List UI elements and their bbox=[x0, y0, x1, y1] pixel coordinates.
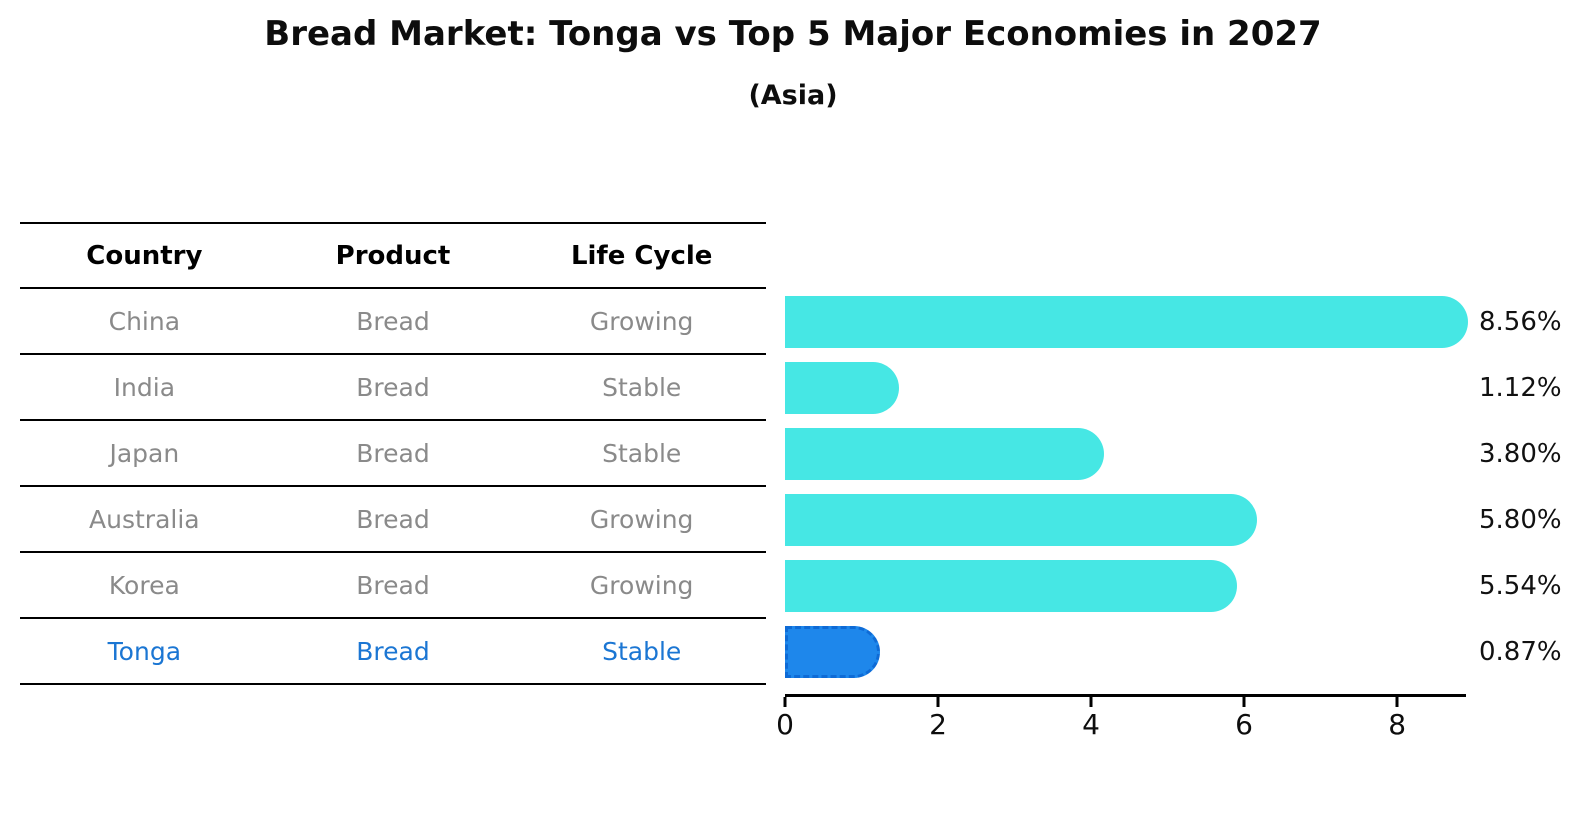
header-product: Product bbox=[335, 240, 451, 271]
x-axis-tick-label: 6 bbox=[1235, 708, 1254, 741]
cell-product: Bread bbox=[356, 372, 430, 402]
bar-value-label: 3.80% bbox=[1479, 439, 1562, 469]
header-life-cycle: Life Cycle bbox=[570, 240, 713, 271]
page-subtitle: (Asia) bbox=[748, 80, 838, 111]
cell-product: Bread bbox=[356, 438, 430, 468]
bar-row-india: 1.12% bbox=[785, 362, 1586, 414]
value-bar bbox=[785, 428, 1104, 480]
cell-country: China bbox=[108, 306, 181, 336]
bar-value-label: 1.12% bbox=[1479, 373, 1562, 403]
cell-country: Australia bbox=[89, 504, 200, 534]
page-title: Bread Market: Tonga vs Top 5 Major Econo… bbox=[264, 14, 1322, 54]
value-bar bbox=[785, 362, 899, 414]
bar-value-label: 5.54% bbox=[1479, 571, 1562, 601]
cell-life-cycle: Stable bbox=[602, 372, 682, 402]
bar-chart: 8.56% 1.12% 3.80% 5.80% 5.54% 0.87% 0 2 bbox=[776, 0, 1586, 823]
value-bar-highlight bbox=[785, 626, 880, 678]
x-axis-tick-label: 8 bbox=[1388, 708, 1407, 741]
cell-product: Bread bbox=[356, 570, 430, 600]
cell-country: India bbox=[113, 372, 176, 402]
table-row: Japan Bread Stable bbox=[20, 421, 766, 487]
bar-row-china: 8.56% bbox=[785, 296, 1586, 348]
x-axis-tick bbox=[936, 697, 940, 707]
table-row: Korea Bread Growing bbox=[20, 553, 766, 619]
x-axis-tick bbox=[783, 697, 787, 707]
cell-life-cycle: Stable bbox=[602, 636, 682, 666]
x-axis-line bbox=[785, 694, 1466, 697]
x-axis-tick-label: 2 bbox=[929, 708, 947, 741]
bar-value-label: 0.87% bbox=[1479, 637, 1562, 667]
value-bar bbox=[785, 494, 1257, 546]
table-row: China Bread Growing bbox=[20, 289, 766, 355]
table-row-highlight-tonga: Tonga Bread Stable bbox=[20, 619, 766, 685]
bar-value-label: 5.80% bbox=[1479, 505, 1562, 535]
x-axis-tick-label: 0 bbox=[776, 708, 794, 741]
bar-value-label: 8.56% bbox=[1479, 307, 1562, 337]
cell-country: Japan bbox=[109, 438, 180, 468]
comparison-table: Country Product Life Cycle China Bread G… bbox=[20, 222, 766, 685]
x-axis-tick bbox=[1242, 697, 1246, 707]
cell-life-cycle: Growing bbox=[589, 504, 694, 534]
value-bar bbox=[785, 296, 1468, 348]
value-bar bbox=[785, 560, 1237, 612]
bar-row-australia: 5.80% bbox=[785, 494, 1586, 546]
cell-country: Tonga bbox=[107, 636, 182, 666]
header-country: Country bbox=[86, 240, 203, 271]
cell-product: Bread bbox=[356, 504, 430, 534]
bar-row-japan: 3.80% bbox=[785, 428, 1586, 480]
x-axis-tick bbox=[1089, 697, 1093, 707]
cell-life-cycle: Growing bbox=[589, 306, 694, 336]
cell-product: Bread bbox=[356, 636, 430, 666]
x-axis-tick bbox=[1395, 697, 1399, 707]
cell-life-cycle: Growing bbox=[589, 570, 694, 600]
cell-product: Bread bbox=[356, 306, 430, 336]
table-row: Australia Bread Growing bbox=[20, 487, 766, 553]
bar-row-korea: 5.54% bbox=[785, 560, 1586, 612]
cell-country: Korea bbox=[108, 570, 180, 600]
x-axis-tick-label: 4 bbox=[1082, 708, 1100, 741]
table-row: India Bread Stable bbox=[20, 355, 766, 421]
cell-life-cycle: Stable bbox=[602, 438, 682, 468]
table-header-row: Country Product Life Cycle bbox=[20, 222, 766, 289]
bar-row-tonga: 0.87% bbox=[785, 626, 1586, 678]
